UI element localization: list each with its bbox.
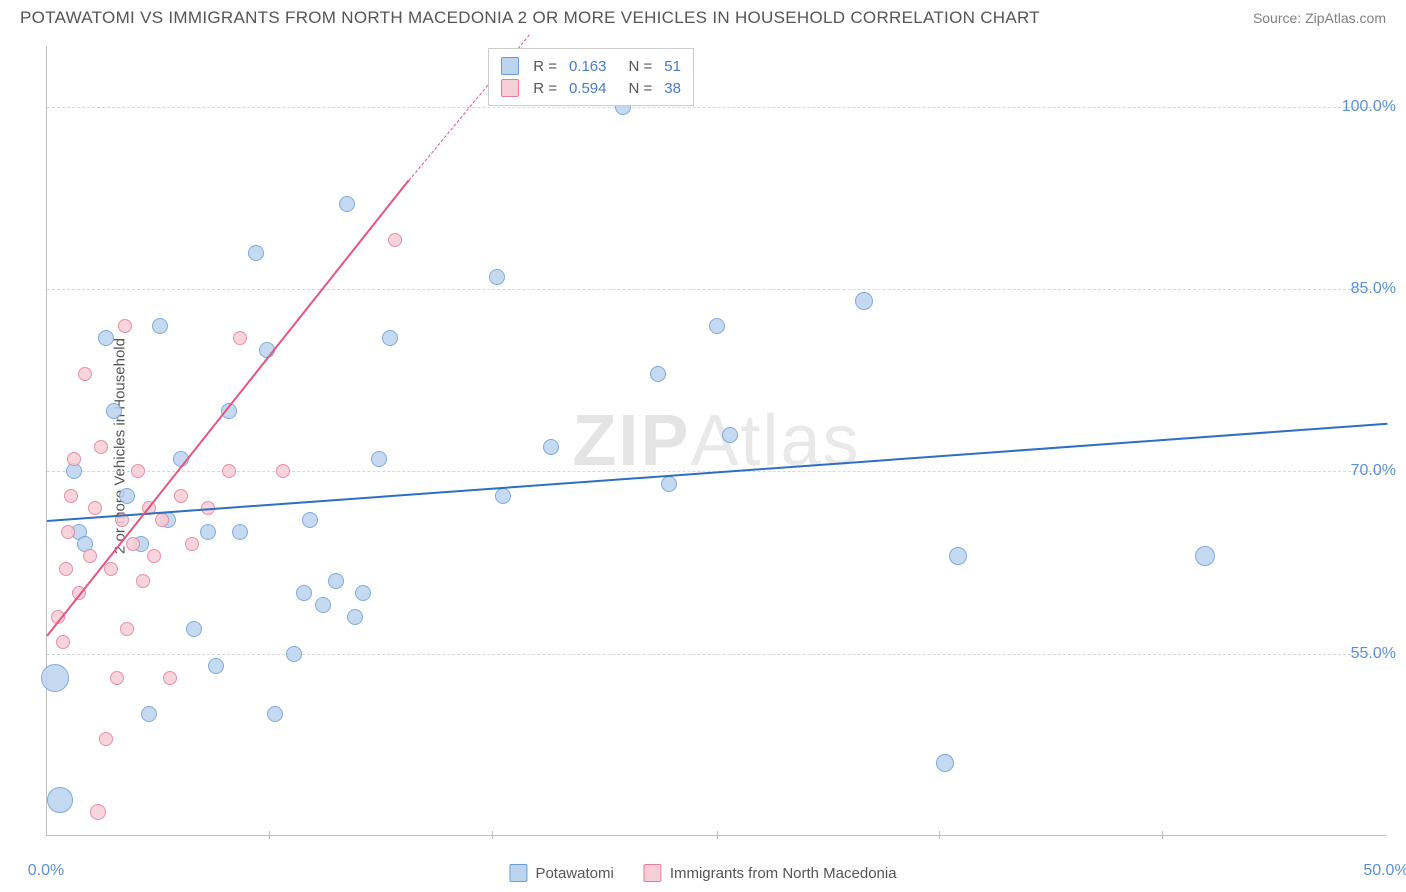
trend-line — [47, 423, 1387, 522]
data-point — [56, 635, 70, 649]
data-point — [41, 664, 69, 692]
data-point — [286, 646, 302, 662]
y-tick-label: 70.0% — [1351, 462, 1396, 480]
data-point — [489, 269, 505, 285]
x-tick — [492, 831, 493, 839]
data-point — [98, 330, 114, 346]
source-label: Source: ZipAtlas.com — [1253, 10, 1386, 26]
data-point — [232, 524, 248, 540]
data-point — [949, 547, 967, 565]
data-point — [495, 488, 511, 504]
data-point — [110, 671, 124, 685]
trend-line — [46, 180, 409, 637]
gridline — [47, 289, 1386, 290]
data-point — [248, 245, 264, 261]
stats-legend: R =0.163N =51R =0.594N =38 — [488, 48, 694, 106]
data-point — [328, 573, 344, 589]
data-point — [709, 318, 725, 334]
data-point — [296, 585, 312, 601]
data-point — [302, 512, 318, 528]
legend-item: Potawatomi — [509, 864, 613, 882]
data-point — [233, 331, 247, 345]
data-point — [61, 525, 75, 539]
data-point — [855, 292, 873, 310]
data-point — [347, 609, 363, 625]
x-tick-label: 0.0% — [28, 862, 64, 880]
gridline — [47, 654, 1386, 655]
gridline — [47, 107, 1386, 108]
data-point — [106, 403, 122, 419]
data-point — [186, 621, 202, 637]
x-tick — [939, 831, 940, 839]
data-point — [83, 549, 97, 563]
x-tick-label: 50.0% — [1363, 862, 1406, 880]
data-point — [1195, 546, 1215, 566]
data-point — [315, 597, 331, 613]
data-point — [185, 537, 199, 551]
data-point — [78, 367, 92, 381]
legend-row: R =0.594N =38 — [501, 77, 681, 99]
data-point — [136, 574, 150, 588]
data-point — [208, 658, 224, 674]
data-point — [200, 524, 216, 540]
x-tick — [269, 831, 270, 839]
y-tick-label: 85.0% — [1351, 280, 1396, 298]
data-point — [120, 622, 134, 636]
data-point — [543, 439, 559, 455]
x-tick — [717, 831, 718, 839]
data-point — [267, 706, 283, 722]
data-point — [276, 464, 290, 478]
data-point — [936, 754, 954, 772]
data-point — [126, 537, 140, 551]
data-point — [339, 196, 355, 212]
data-point — [67, 452, 81, 466]
legend-row: R =0.163N =51 — [501, 55, 681, 77]
data-point — [222, 464, 236, 478]
data-point — [147, 549, 161, 563]
data-point — [64, 489, 78, 503]
data-point — [119, 488, 135, 504]
x-tick — [1162, 831, 1163, 839]
data-point — [661, 476, 677, 492]
data-point — [650, 366, 666, 382]
data-point — [131, 464, 145, 478]
data-point — [388, 233, 402, 247]
data-point — [104, 562, 118, 576]
legend-item: Immigrants from North Macedonia — [644, 864, 897, 882]
data-point — [90, 804, 106, 820]
data-point — [99, 732, 113, 746]
data-point — [355, 585, 371, 601]
chart-title: POTAWATOMI VS IMMIGRANTS FROM NORTH MACE… — [20, 8, 1040, 28]
data-point — [152, 318, 168, 334]
data-point — [94, 440, 108, 454]
data-point — [88, 501, 102, 515]
scatter-chart: ZIPAtlas — [46, 46, 1386, 836]
y-tick-label: 55.0% — [1351, 645, 1396, 663]
data-point — [59, 562, 73, 576]
data-point — [141, 706, 157, 722]
data-point — [155, 513, 169, 527]
bottom-legend: Potawatomi Immigrants from North Macedoni… — [509, 864, 896, 882]
data-point — [382, 330, 398, 346]
y-tick-label: 100.0% — [1342, 98, 1396, 116]
data-point — [163, 671, 177, 685]
data-point — [371, 451, 387, 467]
data-point — [722, 427, 738, 443]
watermark: ZIPAtlas — [572, 400, 860, 482]
data-point — [118, 319, 132, 333]
data-point — [47, 787, 73, 813]
data-point — [174, 489, 188, 503]
